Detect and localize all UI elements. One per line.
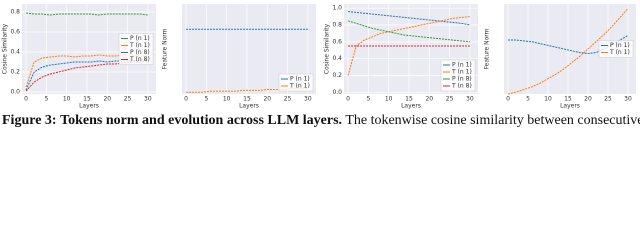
x-tick-label: 20 [263, 96, 271, 103]
figure: 0 5 10 15 20 25 30 0.0 0.2 0.4 0.6 0.8 Layers Cosine … [2, 4, 636, 110]
x-tick-label: 10 [385, 96, 393, 103]
series-line [25, 12, 148, 16]
x-tick-label: 25 [124, 96, 132, 103]
legend: P (n 1)T (n 1) [598, 40, 634, 58]
x-tick-label: 30 [304, 96, 312, 103]
x-tick-label: 20 [103, 96, 111, 103]
y-tick-label: 0.0 [10, 89, 20, 96]
x-tick-label: 0 [506, 96, 510, 103]
x-tick-label: 0 [184, 96, 188, 103]
series-line [348, 11, 470, 26]
page: {"chart_data": [ {"type": "line", "ylabe… [1, 4, 640, 129]
x-tick-label: 25 [604, 96, 612, 103]
y-tick-label: 0.2 [332, 72, 342, 79]
legend-label: P (n 1) [452, 62, 472, 69]
caption: Figure 3: Tokens norm and evolution acro… [2, 113, 640, 129]
y-tick-label: 0.6 [10, 29, 20, 36]
legend-label: T (n 8) [451, 83, 472, 90]
x-axis-label: Layers [239, 103, 259, 110]
x-tick-label: 25 [446, 96, 454, 103]
x-tick-label: 25 [284, 96, 292, 103]
x-tick-label: 20 [584, 96, 592, 103]
x-axis-label: Layers [560, 103, 580, 110]
x-tick-label: 30 [144, 96, 152, 103]
x-tick-label: 5 [44, 96, 48, 103]
y-tick-label: 0.4 [332, 55, 342, 62]
legend-label: T (n 1) [289, 83, 310, 90]
caption-text: The tokenwise cosine similarity between … [345, 113, 640, 128]
y-tick-label: 0.2 [10, 69, 20, 76]
x-tick-label: 10 [223, 96, 231, 103]
legend-label: P (n 1) [130, 35, 150, 42]
x-tick-label: 15 [564, 96, 572, 103]
legend-label: T (n 1) [129, 42, 150, 49]
legend: P (n 1)T (n 1) [278, 73, 314, 92]
legend-label: T (n 1) [451, 69, 472, 76]
caption-title: Tokens norm and evolution across LLM lay… [60, 113, 343, 128]
x-tick-label: 5 [366, 96, 370, 103]
x-tick-label: 15 [243, 96, 251, 103]
legend-box [598, 40, 634, 58]
y-tick-label: 0.0 [332, 89, 342, 96]
x-tick-label: 0 [346, 96, 350, 103]
x-axis-label: Layers [79, 103, 99, 110]
y-axis-label: Feature Norm [484, 28, 491, 69]
x-tick-label: 15 [405, 96, 413, 103]
series-line [186, 88, 308, 93]
x-tick-label: 30 [466, 96, 474, 103]
y-tick-label: 0.6 [332, 38, 342, 45]
legend-label: P (n 1) [290, 76, 310, 83]
x-tick-label: 5 [204, 96, 208, 103]
x-axis-label: Layers [401, 103, 421, 110]
y-axis-label: Cosine Similarity [324, 23, 331, 74]
legend: P (n 1)T (n 1)P (n 8)T (n 8) [440, 59, 476, 92]
legend-label: P (n 8) [452, 76, 472, 83]
series-line [347, 16, 470, 76]
y-tick-label: 0.8 [332, 22, 342, 29]
legend-label: T (n 1) [609, 49, 630, 56]
y-axis-label: Cosine Similarity [2, 23, 9, 74]
legend-box [278, 73, 314, 92]
y-axis-label: Feature Norm [162, 28, 169, 69]
x-tick-label: 20 [425, 96, 433, 103]
x-tick-label: 10 [63, 96, 71, 103]
y-tick-label: 0.4 [10, 49, 20, 56]
x-tick-label: 10 [544, 96, 552, 103]
y-tick-label: 1.0 [332, 5, 342, 12]
x-tick-label: 30 [624, 96, 632, 103]
legend-label: P (n 1) [610, 42, 630, 49]
series-line [347, 20, 470, 43]
x-tick-label: 15 [83, 96, 91, 103]
x-tick-label: 0 [24, 96, 28, 103]
legend: P (n 1)T (n 1)P (n 8)T (n 8) [118, 33, 154, 65]
x-tick-label: 5 [526, 96, 530, 103]
legend-label: P (n 8) [130, 49, 150, 56]
caption-label: Figure 3: [2, 113, 57, 128]
legend-label: T (n 8) [129, 56, 150, 63]
series-line [507, 8, 629, 95]
y-tick-label: 0.8 [10, 9, 20, 16]
